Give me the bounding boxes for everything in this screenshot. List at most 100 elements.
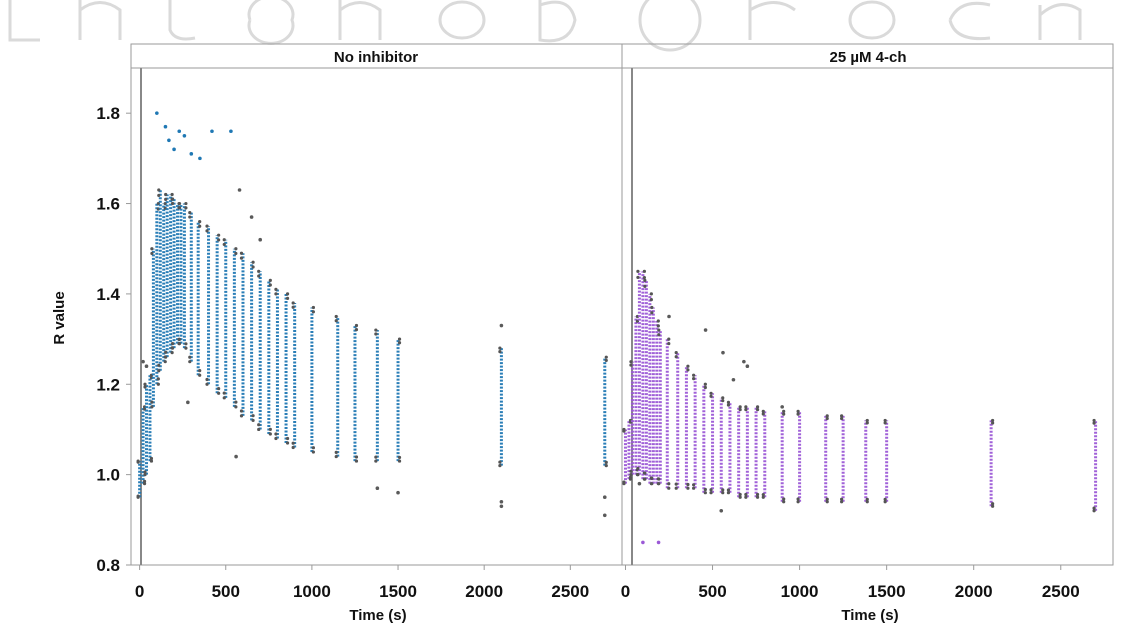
scatter-point — [184, 206, 188, 210]
scatter-point — [657, 333, 661, 337]
watermark-shape — [1038, 3, 1082, 40]
scatter-point — [251, 265, 255, 269]
y-tick-label: 1.0 — [96, 466, 120, 485]
scatter-point — [311, 305, 315, 310]
scatter-point — [156, 377, 160, 381]
scatter-point — [251, 414, 255, 418]
scatter-point — [217, 391, 221, 395]
scatter-point — [170, 197, 175, 201]
x-axis-title-right: Time (s) — [841, 607, 898, 624]
scatter-point — [622, 427, 626, 432]
scatter-point — [667, 314, 671, 319]
scatter-point — [865, 500, 869, 504]
scatter-point — [629, 473, 633, 477]
scatter-point — [188, 360, 192, 364]
scatter-point — [686, 368, 690, 372]
scatter-point — [163, 360, 167, 364]
scatter-point — [782, 497, 786, 501]
scatter-point — [650, 482, 654, 486]
scatter-point — [234, 454, 238, 459]
scatter-point — [150, 405, 154, 409]
scatter-point — [157, 369, 161, 373]
scatter-point — [249, 215, 254, 219]
scatter-point — [205, 382, 209, 386]
scatter-point — [796, 497, 800, 501]
scatter-point — [703, 382, 707, 386]
scatter-point — [745, 364, 750, 369]
y-tick-label: 1.2 — [96, 375, 120, 394]
scatter-point — [636, 275, 640, 280]
scatter-point — [738, 405, 742, 409]
scatter-point — [163, 124, 168, 129]
scatter-point — [274, 432, 278, 436]
scatter-point — [268, 278, 272, 282]
scatter-point — [755, 405, 760, 409]
scatter-point — [674, 351, 678, 355]
scatter-point — [167, 138, 171, 143]
scatter-point — [198, 156, 202, 161]
scatter-point — [498, 464, 502, 468]
scatter-point — [374, 332, 378, 336]
scatter-point — [782, 500, 786, 504]
scatter-point — [177, 201, 182, 206]
scatter-point — [604, 358, 608, 363]
scatter-point — [177, 206, 182, 210]
scatter-point — [141, 359, 145, 364]
scatter-point — [883, 497, 887, 501]
scatter-point — [234, 251, 238, 256]
scatter-point — [840, 416, 844, 421]
scatter-point — [170, 192, 174, 197]
scatter-point — [311, 450, 315, 454]
scatter-point — [761, 409, 765, 413]
scatter-point — [604, 464, 608, 468]
scatter-point — [629, 360, 633, 364]
scatter-point — [291, 301, 295, 305]
scatter-point — [703, 328, 708, 332]
watermark-shape — [338, 0, 382, 40]
scatter-point — [354, 323, 359, 328]
scatter-point — [172, 147, 176, 152]
scatter-point — [257, 427, 261, 432]
y-tick-label: 1.4 — [96, 285, 120, 304]
scatter-point — [184, 201, 188, 206]
scatter-point — [251, 260, 255, 264]
scatter-point — [164, 350, 168, 354]
scatter-point — [291, 305, 295, 309]
scatter-point — [782, 412, 786, 416]
x-tick-label: 500 — [212, 582, 240, 601]
scatter-point — [150, 400, 154, 404]
scatter-point — [334, 319, 338, 323]
scatter-point — [177, 129, 182, 134]
scatter-point — [744, 492, 748, 497]
scatter-point — [667, 486, 671, 490]
scatter-point — [150, 251, 154, 256]
x-tick-label: 0 — [621, 582, 630, 601]
scatter-point — [726, 491, 731, 495]
x-tick-label: 2000 — [465, 582, 503, 601]
scatter-point — [170, 351, 174, 355]
scatter-point — [234, 400, 238, 404]
scatter-point — [157, 188, 161, 192]
scatter-point — [719, 508, 724, 513]
scatter-point — [629, 363, 633, 367]
scatter-point — [686, 482, 690, 487]
scatter-point — [184, 342, 188, 346]
scatter-point — [177, 337, 182, 342]
scatter-point — [285, 441, 290, 445]
scatter-point — [205, 229, 209, 233]
scatter-point — [198, 373, 202, 377]
scatter-point — [636, 473, 640, 477]
scatter-point — [721, 399, 725, 403]
scatter-point — [825, 500, 829, 504]
scatter-point — [636, 466, 640, 471]
scatter-point — [186, 400, 190, 405]
scatter-point — [311, 446, 315, 450]
scatter-point — [268, 283, 272, 287]
y-axis-title: R value — [51, 291, 68, 344]
scatter-point — [657, 482, 661, 486]
scatter-point — [642, 269, 646, 273]
scatter-point — [156, 382, 160, 386]
scatter-point — [498, 346, 502, 350]
scatter-point — [656, 540, 661, 545]
